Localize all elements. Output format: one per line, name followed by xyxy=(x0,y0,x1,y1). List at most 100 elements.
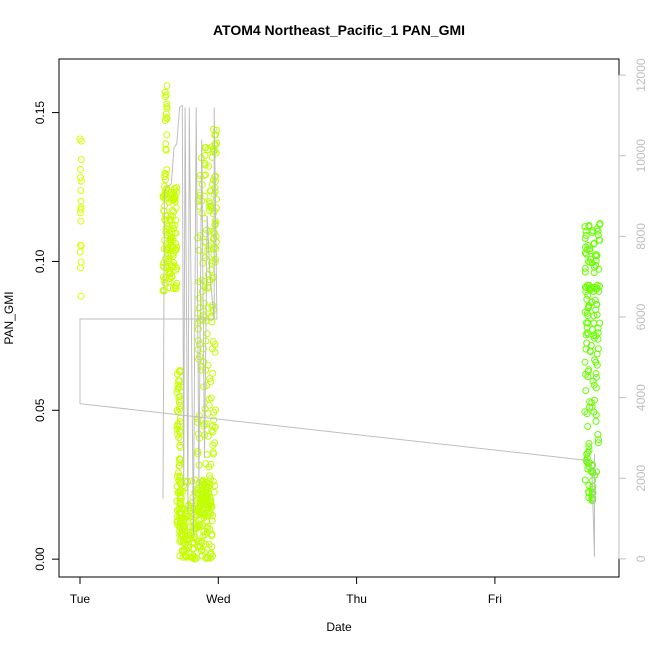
data-point xyxy=(205,162,213,170)
data-point xyxy=(594,431,602,438)
data-point xyxy=(581,268,589,276)
data-point xyxy=(176,402,184,410)
data-point xyxy=(213,195,220,203)
data-point xyxy=(200,311,208,319)
data-point xyxy=(204,554,212,562)
data-point xyxy=(172,285,180,293)
data-point xyxy=(176,427,184,435)
data-point xyxy=(591,296,599,304)
data-point xyxy=(76,264,84,272)
y-tick-label: 0.00 xyxy=(33,547,47,571)
data-point xyxy=(207,266,215,274)
data-point xyxy=(211,220,219,228)
data-point xyxy=(175,462,183,470)
data-point xyxy=(211,341,219,349)
data-point xyxy=(198,539,206,547)
y2-tick-label: 0 xyxy=(634,555,648,562)
data-point xyxy=(175,377,182,385)
data-point xyxy=(175,422,183,430)
data-point xyxy=(210,416,218,424)
data-point xyxy=(582,250,590,258)
data-point xyxy=(590,239,598,247)
data-point xyxy=(176,552,184,560)
data-point xyxy=(207,394,215,402)
data-point xyxy=(175,384,183,391)
data-point xyxy=(591,252,599,260)
data-point xyxy=(581,476,589,484)
data-point xyxy=(592,370,600,377)
data-point xyxy=(203,482,210,490)
data-point xyxy=(194,486,202,494)
data-point xyxy=(191,476,199,484)
data-point xyxy=(592,251,600,259)
data-point xyxy=(172,216,180,224)
y2-tick-label: 12000 xyxy=(634,58,648,92)
data-point xyxy=(209,477,217,485)
data-points xyxy=(76,82,604,563)
data-point xyxy=(212,131,220,139)
data-point xyxy=(162,195,169,203)
data-point xyxy=(165,254,173,262)
data-point xyxy=(159,287,167,295)
data-point xyxy=(162,217,170,225)
data-point xyxy=(163,82,171,90)
data-point xyxy=(590,319,598,327)
data-point xyxy=(581,223,589,231)
data-point xyxy=(594,439,602,447)
altitude-line xyxy=(79,104,595,557)
data-point xyxy=(176,538,184,545)
data-point xyxy=(190,538,198,546)
data-point xyxy=(171,184,179,192)
y2-tick-label: 10000 xyxy=(634,139,648,173)
data-point xyxy=(185,523,193,531)
data-point xyxy=(202,483,210,491)
data-point xyxy=(592,373,600,381)
data-point xyxy=(582,457,590,464)
data-point xyxy=(77,217,85,225)
data-point xyxy=(589,227,597,235)
y2-tick-label: 6000 xyxy=(634,303,648,330)
data-point xyxy=(586,403,594,411)
data-point xyxy=(203,330,211,338)
y2-tick-label: 8000 xyxy=(634,223,648,250)
data-point xyxy=(584,449,592,456)
data-point xyxy=(589,377,597,385)
data-point xyxy=(165,278,173,286)
data-point xyxy=(211,482,219,490)
x-tick-label: Fri xyxy=(488,592,502,606)
data-point xyxy=(173,243,181,251)
data-point xyxy=(175,434,183,442)
data-point xyxy=(177,495,185,502)
data-point xyxy=(207,496,215,504)
data-point xyxy=(194,448,202,455)
data-point xyxy=(171,221,179,229)
data-point xyxy=(594,231,602,239)
data-point xyxy=(587,341,595,349)
data-point xyxy=(176,442,184,450)
data-point xyxy=(582,387,590,395)
data-point xyxy=(205,510,213,518)
data-point xyxy=(210,228,217,235)
data-point xyxy=(169,252,177,260)
data-point xyxy=(188,553,196,561)
data-point xyxy=(206,375,214,383)
data-point xyxy=(77,166,84,173)
data-point xyxy=(76,248,84,256)
data-point xyxy=(174,430,182,438)
data-point xyxy=(177,509,185,517)
data-point xyxy=(206,472,213,480)
data-point xyxy=(209,148,217,156)
data-point xyxy=(209,210,217,218)
data-point xyxy=(204,246,212,254)
data-point xyxy=(202,460,210,468)
data-point xyxy=(167,212,175,220)
data-point xyxy=(176,472,184,480)
data-point xyxy=(201,510,209,518)
data-point xyxy=(163,115,171,123)
data-point xyxy=(585,440,593,447)
data-point xyxy=(77,177,85,185)
x-tick-label: Thu xyxy=(346,592,367,606)
data-point xyxy=(213,204,220,212)
data-point xyxy=(586,348,594,356)
